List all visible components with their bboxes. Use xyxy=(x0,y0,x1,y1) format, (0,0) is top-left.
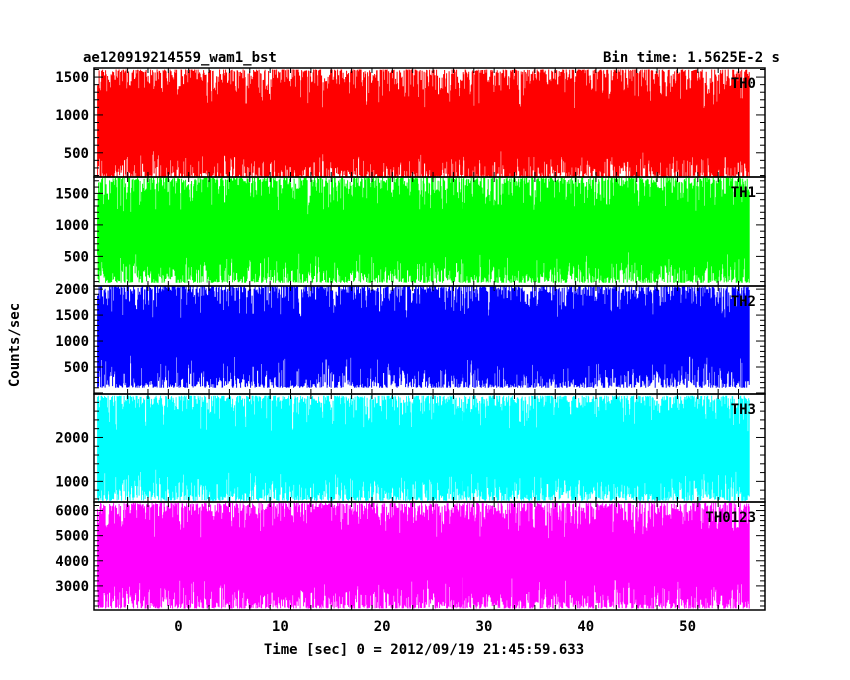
series-th1 xyxy=(97,177,750,283)
x-tick-label: 30 xyxy=(476,619,493,635)
panel-th2: 500 1000 1500 2000 TH2 xyxy=(55,282,766,395)
panel-th1: 500 1000 1500 TH1 xyxy=(55,176,766,287)
series-th2 xyxy=(97,286,750,388)
y-tick-label: 500 xyxy=(64,360,89,376)
panel-label-th0: TH0 xyxy=(731,76,756,92)
series-th3 xyxy=(97,395,750,501)
panel-label-th1: TH1 xyxy=(731,185,756,201)
series-th0 xyxy=(97,69,750,177)
y-tick-label: 1000 xyxy=(55,218,89,234)
panel-th0: 500 1000 1500 TH0 xyxy=(55,67,766,178)
y-tick-label: 4000 xyxy=(55,554,89,570)
y-axis-label: Counts/sec xyxy=(7,303,23,387)
x-tick-label: 10 xyxy=(272,619,289,635)
panel-th0123: 3000 4000 5000 6000 TH0123 xyxy=(55,501,766,611)
y-tick-label: 1500 xyxy=(55,70,89,86)
x-axis-label: Time [sec] 0 = 2012/09/19 21:45:59.633 xyxy=(264,642,584,658)
bin-time-label: Bin time: 1.5625E-2 s xyxy=(603,50,780,66)
x-tick-label: 40 xyxy=(577,619,594,635)
y-tick-label: 1000 xyxy=(55,108,89,124)
y-tick-label: 6000 xyxy=(55,504,89,520)
x-tick-label: 50 xyxy=(679,619,696,635)
x-tick-label: 0 xyxy=(174,619,182,635)
y-tick-label: 5000 xyxy=(55,529,89,545)
y-tick-label: 500 xyxy=(64,249,89,265)
y-tick-label: 1500 xyxy=(55,186,89,202)
y-tick-label: 1500 xyxy=(55,308,89,324)
y-tick-label: 2000 xyxy=(55,430,89,446)
y-tick-label: 1000 xyxy=(55,474,89,490)
y-tick-label: 500 xyxy=(64,146,89,162)
panel-label-th0123: TH0123 xyxy=(705,510,756,526)
y-tick-label: 2000 xyxy=(55,282,89,298)
x-tick-label: 20 xyxy=(374,619,391,635)
panel-label-th3: TH3 xyxy=(731,402,756,418)
panel-label-th2: TH2 xyxy=(731,294,756,310)
series-th0123 xyxy=(97,503,750,609)
y-tick-label: 3000 xyxy=(55,579,89,595)
panel-th3: 1000 2000 TH3 xyxy=(55,393,766,503)
y-tick-label: 1000 xyxy=(55,334,89,350)
figure-title: ae120919214559_wam1_bst xyxy=(83,50,277,66)
